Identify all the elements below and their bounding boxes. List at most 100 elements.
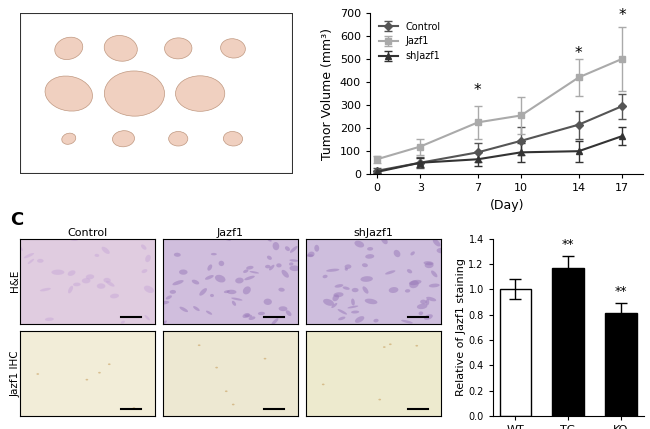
Ellipse shape [36, 373, 39, 375]
Ellipse shape [437, 248, 446, 254]
Ellipse shape [86, 379, 88, 381]
Text: *: * [575, 46, 582, 61]
Ellipse shape [264, 358, 266, 360]
Title: shJazf1: shJazf1 [354, 228, 394, 238]
Ellipse shape [385, 270, 395, 275]
Ellipse shape [168, 131, 188, 146]
Ellipse shape [101, 247, 110, 254]
Ellipse shape [45, 76, 92, 111]
Ellipse shape [225, 390, 227, 392]
Ellipse shape [344, 264, 352, 269]
Ellipse shape [37, 259, 44, 263]
Ellipse shape [365, 299, 378, 304]
Ellipse shape [272, 242, 280, 250]
Ellipse shape [244, 276, 255, 280]
Ellipse shape [17, 244, 23, 251]
Ellipse shape [28, 259, 34, 264]
Ellipse shape [98, 372, 101, 374]
Ellipse shape [179, 269, 188, 275]
Ellipse shape [362, 263, 368, 267]
Bar [500, 289, 531, 416]
Ellipse shape [198, 344, 200, 346]
Ellipse shape [306, 254, 313, 257]
Ellipse shape [218, 261, 224, 266]
Title: Control: Control [67, 228, 107, 238]
Ellipse shape [207, 264, 212, 271]
Ellipse shape [426, 297, 436, 301]
Ellipse shape [94, 254, 99, 257]
Ellipse shape [333, 292, 344, 297]
Ellipse shape [290, 246, 298, 253]
Y-axis label: Jazf1 IHC: Jazf1 IHC [10, 350, 20, 397]
Ellipse shape [322, 384, 324, 385]
Ellipse shape [289, 263, 293, 266]
Ellipse shape [105, 71, 164, 116]
Ellipse shape [86, 274, 94, 279]
Ellipse shape [373, 319, 378, 323]
Ellipse shape [62, 133, 76, 144]
Title: Jazf1: Jazf1 [217, 228, 244, 238]
Y-axis label: Tumor Volume (mm³): Tumor Volume (mm³) [321, 27, 334, 160]
Ellipse shape [278, 288, 285, 292]
Ellipse shape [205, 275, 214, 280]
Ellipse shape [68, 270, 75, 276]
Text: **: ** [615, 285, 627, 298]
Ellipse shape [166, 295, 172, 299]
Ellipse shape [211, 253, 217, 255]
Ellipse shape [231, 298, 242, 301]
Ellipse shape [215, 275, 226, 282]
Ellipse shape [164, 38, 192, 59]
Ellipse shape [410, 281, 419, 288]
Ellipse shape [97, 283, 105, 289]
Ellipse shape [170, 290, 176, 294]
X-axis label: (Day): (Day) [489, 199, 524, 212]
Ellipse shape [355, 316, 364, 323]
Ellipse shape [200, 288, 207, 296]
Ellipse shape [332, 303, 337, 308]
Ellipse shape [348, 305, 358, 308]
Ellipse shape [40, 288, 51, 291]
Ellipse shape [352, 288, 359, 292]
Ellipse shape [389, 287, 398, 293]
Ellipse shape [246, 266, 254, 269]
Ellipse shape [401, 320, 413, 323]
Ellipse shape [179, 307, 188, 312]
Ellipse shape [110, 293, 119, 299]
Ellipse shape [265, 265, 270, 269]
Ellipse shape [172, 280, 184, 285]
Ellipse shape [315, 245, 319, 252]
Ellipse shape [215, 367, 218, 369]
Ellipse shape [433, 239, 441, 247]
Ellipse shape [73, 283, 81, 286]
Ellipse shape [281, 270, 289, 278]
Ellipse shape [161, 320, 167, 326]
Y-axis label: Relative of Jazf1 staining: Relative of Jazf1 staining [456, 258, 465, 396]
Ellipse shape [424, 262, 434, 268]
Ellipse shape [365, 254, 374, 259]
Ellipse shape [338, 317, 345, 320]
Ellipse shape [394, 250, 400, 257]
Ellipse shape [424, 261, 434, 265]
Bar [552, 268, 584, 416]
Ellipse shape [286, 310, 291, 316]
Ellipse shape [289, 266, 300, 271]
Ellipse shape [351, 299, 355, 305]
Bar [605, 314, 636, 416]
Ellipse shape [158, 301, 169, 305]
Ellipse shape [104, 36, 137, 61]
Ellipse shape [206, 311, 212, 315]
Ellipse shape [145, 255, 151, 262]
Ellipse shape [69, 237, 78, 241]
Ellipse shape [267, 256, 272, 260]
Ellipse shape [133, 407, 135, 409]
Ellipse shape [248, 316, 255, 320]
Ellipse shape [276, 263, 281, 267]
Ellipse shape [426, 299, 429, 305]
Ellipse shape [344, 268, 348, 271]
Ellipse shape [267, 239, 272, 242]
Ellipse shape [103, 278, 111, 283]
Text: *: * [474, 83, 482, 98]
Ellipse shape [289, 259, 298, 262]
Text: B: B [332, 0, 345, 3]
Ellipse shape [332, 294, 339, 301]
